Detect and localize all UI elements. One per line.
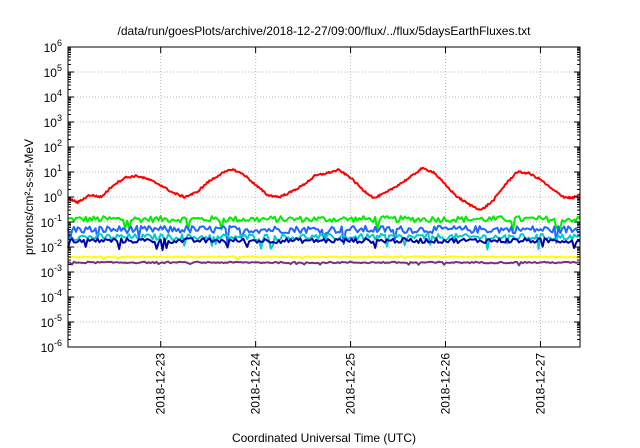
y-tick-exponent: 0 [57, 188, 62, 198]
y-tick-base: 10 [41, 291, 55, 305]
x-tick-label: 2018-12-27 [533, 353, 547, 415]
y-tick-label: 106 [44, 38, 62, 55]
x-tick-label: 2018-12-26 [439, 353, 453, 415]
series-lines [67, 166, 581, 267]
y-tick-exponent: -2 [54, 238, 62, 248]
y-tick-exponent: 1 [57, 163, 62, 173]
y-tick-base: 10 [44, 191, 58, 205]
series-line [67, 215, 581, 232]
y-tick-exponent: -1 [54, 213, 62, 223]
y-tick-base: 10 [44, 66, 58, 80]
y-tick-exponent: 4 [57, 88, 62, 98]
x-tick-label: 2018-12-25 [344, 353, 358, 415]
series-line [67, 232, 581, 251]
y-tick-label: 10-2 [41, 238, 62, 255]
y-tick-exponent: 6 [57, 38, 62, 48]
y-tick-label: 103 [44, 113, 62, 130]
y-tick-label: 10-1 [41, 213, 62, 230]
y-tick-label: 10-4 [41, 288, 62, 305]
y-tick-exponent: 3 [57, 113, 62, 123]
y-tick-label: 100 [44, 188, 62, 205]
y-tick-base: 10 [44, 41, 58, 55]
chart-title: /data/run/goesPlots/archive/2018-12-27/0… [118, 24, 532, 38]
y-tick-base: 10 [41, 241, 55, 255]
y-tick-base: 10 [41, 266, 55, 280]
y-tick-exponent: 2 [57, 138, 62, 148]
y-tick-label: 10-5 [41, 313, 62, 330]
y-tick-exponent: -3 [54, 263, 62, 273]
y-tick-exponent: -4 [54, 288, 62, 298]
y-tick-base: 10 [44, 91, 58, 105]
series-line [67, 255, 581, 261]
y-tick-base: 10 [44, 116, 58, 130]
y-tick-exponent: -6 [54, 338, 62, 348]
grid-lines [68, 47, 580, 347]
y-tick-exponent: -5 [54, 313, 62, 323]
x-axis-label: Coordinated Universal Time (UTC) [232, 431, 416, 445]
y-tick-label: 105 [44, 63, 62, 80]
y-tick-label: 102 [44, 138, 62, 155]
x-tick-label: 2018-12-24 [249, 353, 263, 415]
y-tick-base: 10 [41, 316, 55, 330]
y-tick-base: 10 [41, 216, 55, 230]
y-axis-label: protons/cm²-s-sr-MeV [22, 139, 36, 255]
y-tick-base: 10 [44, 141, 58, 155]
y-tick-label: 101 [44, 163, 62, 180]
y-tick-label: 104 [44, 88, 62, 105]
y-tick-base: 10 [44, 166, 58, 180]
ticks: 10-610-510-410-310-210-11001011021031041… [41, 38, 580, 414]
y-tick-label: 10-3 [41, 263, 62, 280]
series-line [67, 237, 581, 252]
y-tick-base: 10 [41, 341, 55, 355]
x-tick-label: 2018-12-23 [154, 353, 168, 415]
y-tick-exponent: 5 [57, 63, 62, 73]
y-tick-label: 10-6 [41, 338, 62, 355]
series-line [67, 166, 581, 211]
series-line [67, 260, 581, 267]
